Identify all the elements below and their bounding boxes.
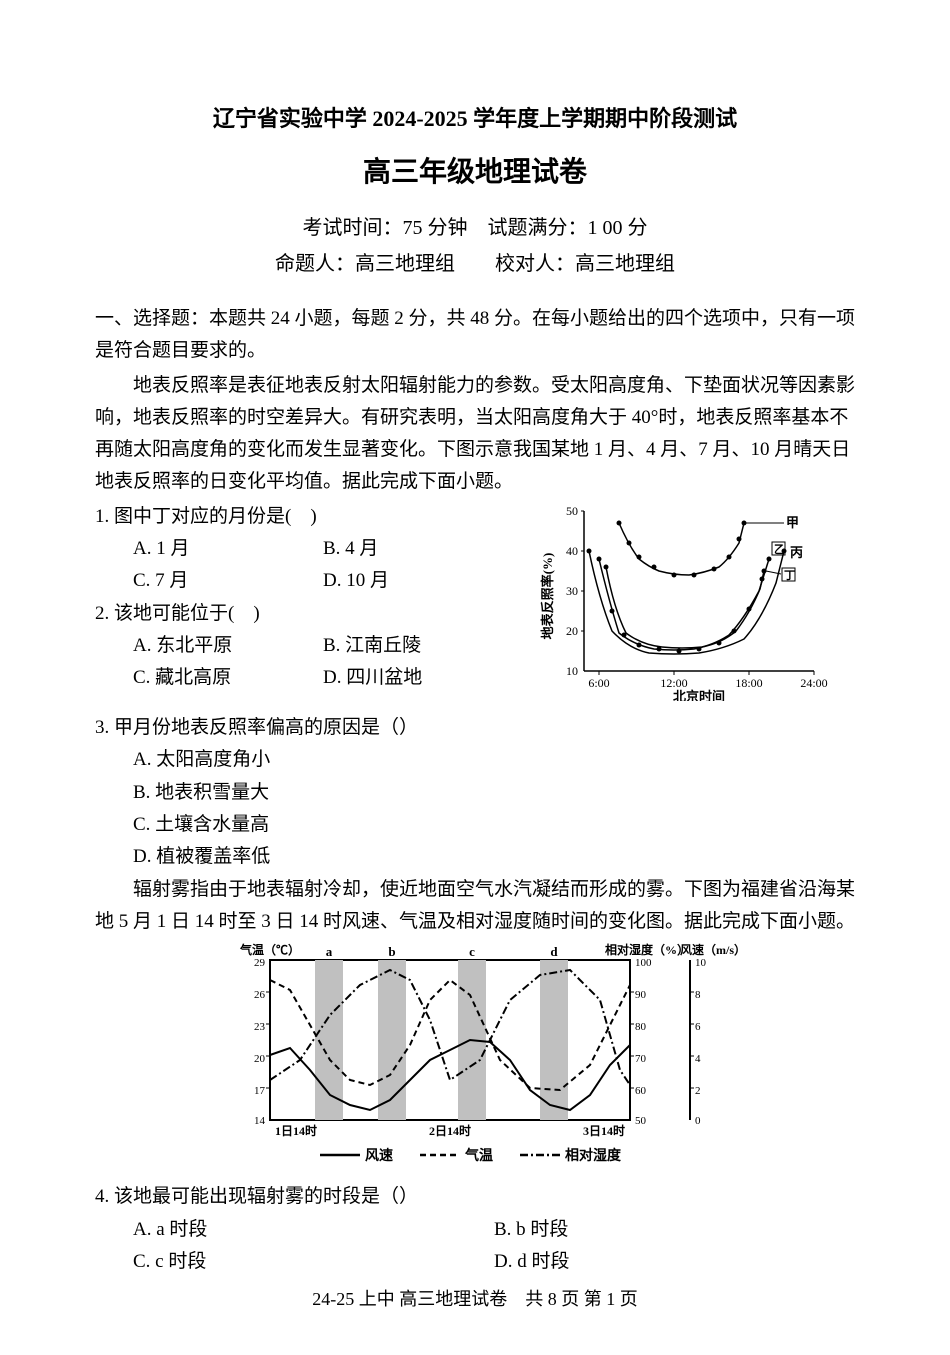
svg-text:24:00: 24:00 [800, 676, 827, 690]
svg-text:地表反照率(%): 地表反照率(%) [540, 552, 555, 639]
title-main: 辽宁省实验中学 2024-2025 学年度上学期期中阶段测试 [95, 100, 855, 137]
svg-text:12:00: 12:00 [660, 676, 687, 690]
q2-opt-d: D. 四川盆地 [323, 662, 513, 694]
chart-2: a b c d 气温（℃） 29 26 23 20 17 14 相对湿度（%） … [95, 940, 855, 1181]
svg-text:23: 23 [254, 1021, 266, 1033]
svg-text:40: 40 [566, 544, 578, 558]
q4-opt-b: B. b 时段 [494, 1214, 855, 1246]
svg-text:0: 0 [695, 1115, 701, 1127]
svg-text:丙: 丙 [790, 545, 803, 560]
svg-text:相对湿度（%）: 相对湿度（%） [605, 942, 689, 957]
svg-text:20: 20 [566, 624, 578, 638]
q3-text: 3. 甲月份地表反照率偏高的原因是（） [95, 712, 855, 744]
question-1: 1. 图中丁对应的月份是( ) A. 1 月 B. 4 月 C. 7 月 D. … [95, 501, 513, 598]
svg-text:29: 29 [254, 957, 266, 969]
svg-text:气温（℃）: 气温（℃） [239, 942, 300, 957]
svg-text:1日14时: 1日14时 [275, 1123, 317, 1138]
svg-text:相对湿度: 相对湿度 [565, 1147, 622, 1164]
svg-text:丁: 丁 [784, 569, 795, 582]
q2-opt-c: C. 藏北高原 [133, 662, 323, 694]
svg-text:3日14时: 3日14时 [583, 1123, 625, 1138]
svg-text:6: 6 [695, 1021, 701, 1033]
svg-text:30: 30 [566, 584, 578, 598]
svg-text:风速（m/s）: 风速（m/s） [680, 942, 746, 957]
svg-text:b: b [388, 944, 395, 959]
question-2: 2. 该地可能位于( ) A. 东北平原 B. 江南丘陵 C. 藏北高原 D. … [95, 598, 513, 695]
svg-text:60: 60 [635, 1085, 647, 1097]
q2-opt-b: B. 江南丘陵 [323, 630, 513, 662]
svg-text:2: 2 [695, 1085, 701, 1097]
q1-opt-d: D. 10 月 [323, 565, 513, 597]
q4-opt-d: D. d 时段 [494, 1246, 855, 1278]
q4-opt-a: A. a 时段 [133, 1214, 494, 1246]
svg-text:26: 26 [254, 989, 266, 1001]
q3-opt-c: C. 土壤含水量高 [133, 809, 855, 841]
svg-text:50: 50 [635, 1115, 647, 1127]
exam-authors: 命题人：高三地理组 校对人：高三地理组 [95, 247, 855, 281]
svg-text:a: a [326, 944, 333, 959]
svg-text:8: 8 [695, 989, 701, 1001]
svg-text:气温: 气温 [464, 1147, 493, 1164]
svg-text:80: 80 [635, 1021, 647, 1033]
q2-text: 2. 该地可能位于( ) [95, 598, 513, 630]
svg-text:d: d [550, 944, 558, 959]
passage-1: 地表反照率是表征地表反射太阳辐射能力的参数。受太阳高度角、下垫面状况等因素影响，… [95, 370, 855, 499]
svg-text:2日14时: 2日14时 [429, 1123, 471, 1138]
svg-text:50: 50 [566, 504, 578, 518]
q3-opt-d: D. 植被覆盖率低 [133, 841, 855, 873]
svg-text:c: c [469, 944, 475, 959]
title-sub: 高三年级地理试卷 [95, 149, 855, 197]
svg-text:4: 4 [695, 1053, 701, 1065]
exam-time: 考试时间：75 分钟 试题满分：1 00 分 [95, 211, 855, 245]
svg-text:10: 10 [566, 664, 578, 678]
svg-text:90: 90 [635, 989, 647, 1001]
svg-text:风速: 风速 [365, 1147, 393, 1164]
q3-opt-a: A. 太阳高度角小 [133, 744, 855, 776]
page-footer: 24-25 上中 高三地理试卷 共 8 页 第 1 页 [95, 1284, 855, 1315]
svg-text:70: 70 [635, 1053, 647, 1065]
svg-text:20: 20 [254, 1053, 266, 1065]
q4-opt-c: C. c 时段 [133, 1246, 494, 1278]
svg-text:10: 10 [695, 957, 707, 969]
q3-opt-b: B. 地表积雪量大 [133, 777, 855, 809]
svg-text:18:00: 18:00 [735, 676, 762, 690]
svg-text:14: 14 [254, 1115, 266, 1127]
q1-text: 1. 图中丁对应的月份是( ) [95, 501, 513, 533]
passage-2: 辐射雾指由于地表辐射冷却，使近地面空气水汽凝结而形成的雾。下图为福建省沿海某地 … [95, 874, 855, 939]
q1-opt-a: A. 1 月 [133, 533, 323, 565]
section-header: 一、选择题：本题共 24 小题，每题 2 分，共 48 分。在每小题给出的四个选… [95, 303, 855, 368]
question-4: 4. 该地最可能出现辐射雾的时段是（） A. a 时段 B. b 时段 C. c… [95, 1181, 855, 1278]
question-3: 3. 甲月份地表反照率偏高的原因是（） A. 太阳高度角小 B. 地表积雪量大 … [95, 712, 855, 873]
svg-text:北京时间: 北京时间 [673, 689, 725, 701]
svg-text:100: 100 [635, 957, 652, 969]
svg-text:6:00: 6:00 [588, 676, 609, 690]
q4-text: 4. 该地最可能出现辐射雾的时段是（） [95, 1181, 855, 1213]
svg-text:甲: 甲 [786, 515, 799, 530]
q1-opt-c: C. 7 月 [133, 565, 323, 597]
svg-text:17: 17 [254, 1085, 266, 1097]
chart-1: 50 40 30 20 10 6:00 12:00 18:00 24:00 [534, 501, 834, 712]
q1-opt-b: B. 4 月 [323, 533, 513, 565]
q2-opt-a: A. 东北平原 [133, 630, 323, 662]
